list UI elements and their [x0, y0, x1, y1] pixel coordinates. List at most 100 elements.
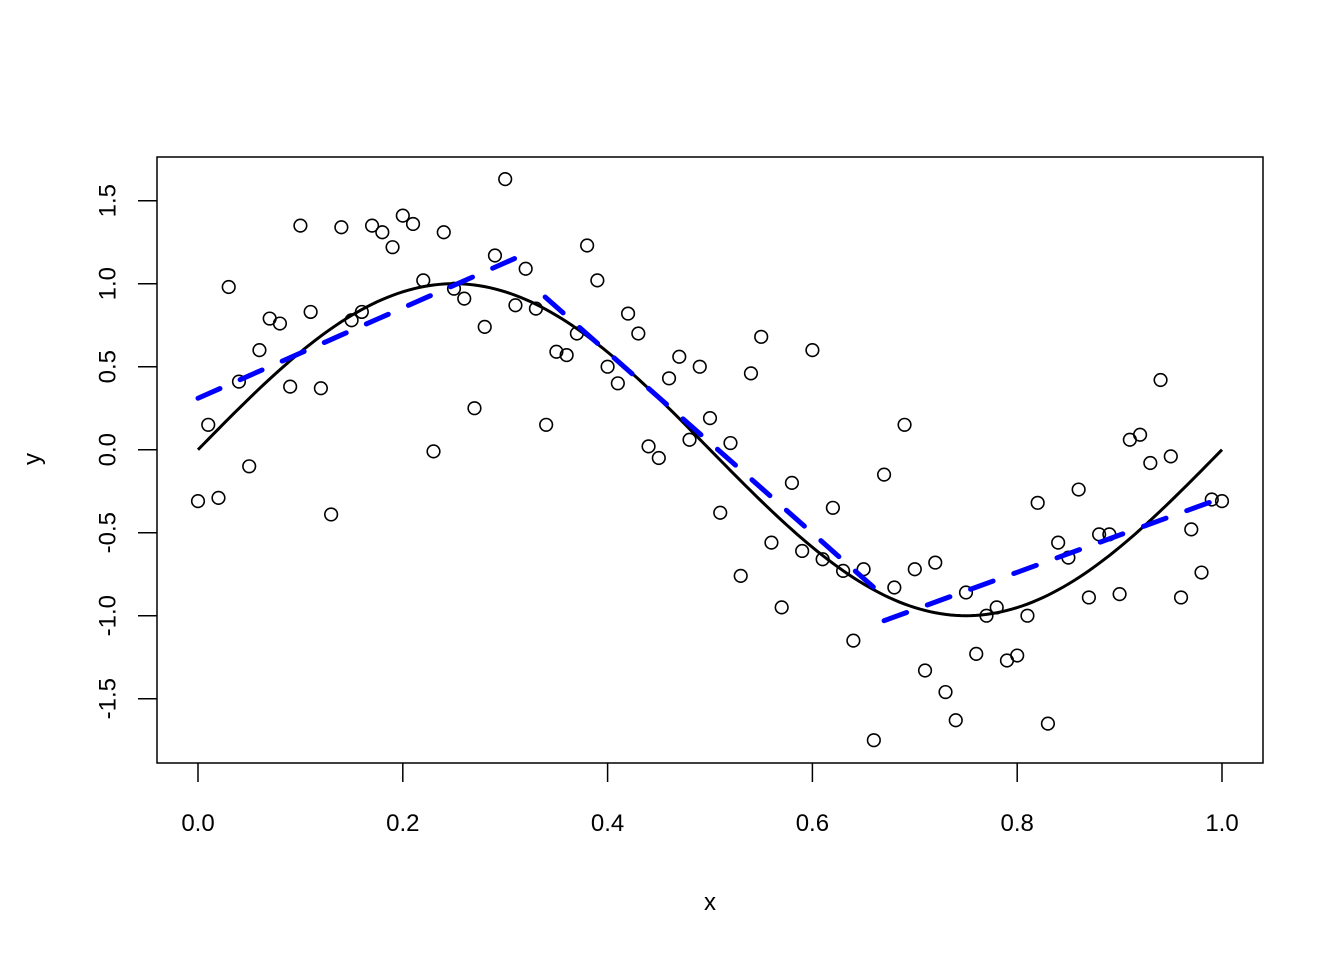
data-point — [1010, 648, 1025, 663]
data-point — [846, 633, 861, 648]
data-point — [405, 216, 421, 232]
x-tick-label: 0.0 — [181, 810, 214, 837]
x-tick-label: 1.0 — [1205, 810, 1238, 837]
data-point — [518, 261, 533, 276]
data-point — [702, 411, 718, 426]
data-point — [1143, 455, 1158, 471]
data-point — [754, 329, 769, 344]
data-point — [743, 366, 759, 381]
data-point — [1071, 482, 1086, 497]
data-point — [1040, 716, 1056, 731]
data-point — [887, 580, 902, 595]
data-point — [334, 220, 349, 235]
data-point — [436, 225, 451, 240]
data-point — [231, 374, 247, 389]
x-axis: 0.0 0.2 0.4 0.6 0.8 1.0 — [181, 763, 1239, 837]
data-point — [457, 291, 472, 306]
data-point — [1153, 372, 1168, 388]
data-point — [917, 663, 933, 678]
data-point — [1173, 590, 1189, 605]
data-point — [876, 467, 892, 482]
plot-frame — [156, 156, 1264, 764]
data-point — [375, 225, 390, 240]
x-tick-label: 0.2 — [386, 810, 419, 837]
data-point — [641, 439, 656, 454]
data-point — [682, 432, 697, 447]
data-point — [795, 543, 810, 559]
data-point — [324, 507, 339, 522]
fit-segment — [881, 495, 1225, 624]
data-point — [1020, 608, 1035, 623]
data-point — [590, 273, 605, 288]
fit-segment — [195, 248, 536, 401]
data-point — [784, 475, 800, 491]
y-axis-title: y — [19, 453, 46, 465]
data-point — [764, 535, 779, 550]
data-point — [580, 238, 595, 253]
data-point — [969, 646, 984, 661]
data-point — [1051, 535, 1066, 550]
data-point — [539, 417, 554, 432]
data-point — [1163, 449, 1178, 464]
y-tick-label: 1.0 — [94, 267, 121, 300]
data-point — [723, 435, 738, 451]
data-point — [866, 733, 881, 748]
x-tick-label: 0.6 — [796, 810, 829, 837]
data-point — [825, 500, 840, 515]
y-tick-label: -0.5 — [94, 512, 121, 553]
data-point — [651, 450, 666, 466]
data-point — [600, 359, 615, 374]
data-point — [1204, 492, 1219, 507]
data-point — [477, 319, 492, 334]
data-point — [938, 684, 953, 700]
data-point — [733, 568, 748, 583]
data-point — [190, 494, 206, 509]
data-point — [1214, 494, 1230, 509]
data-point — [907, 562, 922, 577]
data-point — [928, 555, 943, 570]
data-point — [467, 401, 482, 416]
data-point — [620, 306, 636, 321]
data-point — [252, 343, 267, 358]
data-point — [713, 505, 728, 520]
x-axis-title: x — [704, 889, 716, 916]
data-point — [272, 316, 288, 331]
data-point — [395, 208, 410, 223]
data-point — [1132, 427, 1148, 442]
data-point — [692, 359, 707, 374]
data-point — [836, 563, 851, 578]
data-point — [774, 600, 789, 615]
x-tick-label: 0.4 — [591, 810, 624, 837]
piecewise-fit-line — [195, 248, 1225, 624]
data-point — [487, 248, 503, 263]
data-point — [426, 444, 441, 459]
y-axis: -1.5 -1.0 -0.5 0.0 0.5 1.0 1.5 — [94, 184, 157, 719]
sine-curve — [196, 282, 1224, 618]
data-point — [1194, 565, 1209, 580]
data-point — [1030, 495, 1045, 510]
data-point — [201, 417, 216, 432]
data-point — [559, 347, 574, 363]
y-tick-label: -1.5 — [94, 678, 121, 719]
data-point — [242, 459, 257, 474]
data-point — [313, 381, 328, 396]
data-point — [549, 344, 564, 359]
y-tick-label: 0.5 — [94, 350, 121, 383]
data-point — [385, 240, 400, 255]
data-point — [1184, 522, 1199, 537]
y-tick-label: 0.0 — [94, 433, 121, 466]
data-point — [672, 349, 687, 364]
data-points — [190, 172, 1230, 748]
data-point — [897, 417, 912, 432]
data-point — [211, 490, 226, 505]
x-tick-label: 0.8 — [1001, 810, 1034, 837]
data-point — [508, 298, 523, 313]
data-point — [221, 279, 236, 295]
data-point — [498, 172, 513, 187]
data-point — [805, 343, 820, 358]
data-point — [293, 218, 308, 233]
data-point — [631, 326, 646, 341]
fit-segment — [542, 294, 877, 590]
